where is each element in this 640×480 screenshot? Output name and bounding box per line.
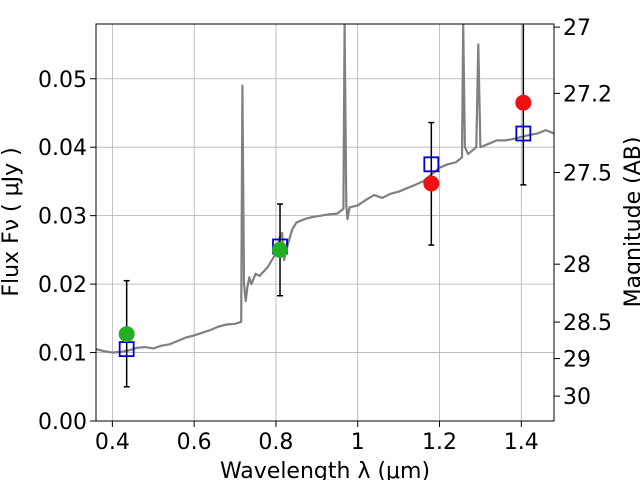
- x-tick-label: 0.8: [258, 430, 293, 455]
- y-tick-label: 0.03: [38, 205, 87, 230]
- error-bar-caps: [123, 121, 527, 388]
- magnitude-tick-label: 28.5: [563, 311, 612, 336]
- y-tick-label: 0.01: [38, 342, 87, 367]
- y-axis-label: Flux Fν ( μJy ): [0, 147, 24, 296]
- magnitude-tick-label: 27.2: [563, 82, 612, 107]
- y-tick-label: 0.00: [38, 410, 87, 435]
- observed-green-point: [118, 326, 135, 343]
- x-tick-label: 1.4: [504, 430, 539, 455]
- spectrum-line: [96, 24, 554, 354]
- x-tick-label: 1: [351, 430, 365, 455]
- magnitude-tick-label: 29: [563, 348, 591, 373]
- model-photometry-point: [423, 156, 440, 173]
- magnitude-tick-label: 27.5: [563, 161, 612, 186]
- x-tick-label: 0.6: [177, 430, 212, 455]
- magnitude-tick-label: 27: [563, 16, 591, 41]
- magnitude-tick-label: 30: [563, 385, 591, 410]
- magnitude-tick-label: 28: [563, 253, 591, 278]
- plot-frame: [95, 23, 555, 422]
- model-photometry-point: [118, 341, 135, 358]
- y-tick-label: 0.04: [38, 136, 87, 161]
- x-axis-label: Wavelength λ (μm): [220, 459, 430, 480]
- y-tick-label: 0.02: [38, 273, 87, 298]
- magnitude-axis-label: Magnitude (AB): [621, 137, 640, 308]
- observed-red-point: [423, 175, 440, 192]
- plot-area: [96, 24, 554, 387]
- y-axis-ticks: 0.00 0.01 0.02 0.03 0.04 0.05: [38, 68, 96, 435]
- magnitude-axis-ticks: 27 27.2 27.5 28 28.5 29 30: [554, 16, 612, 410]
- x-axis-ticks: 0.4 0.6 0.8 1 1.2 1.4: [95, 421, 539, 455]
- model-photometry-point: [515, 125, 532, 142]
- x-tick-label: 1.2: [422, 430, 457, 455]
- y-tick-label: 0.05: [38, 68, 87, 93]
- observed-green-point: [272, 241, 289, 258]
- x-tick-label: 0.4: [95, 430, 130, 455]
- observed-red-point: [515, 94, 532, 111]
